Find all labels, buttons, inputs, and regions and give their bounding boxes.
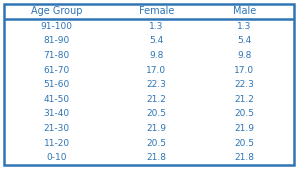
Text: 21.9: 21.9: [146, 124, 167, 133]
Text: 21.9: 21.9: [234, 124, 254, 133]
Text: 71-80: 71-80: [44, 51, 70, 60]
Text: 20.5: 20.5: [146, 109, 167, 118]
Text: Male: Male: [233, 6, 256, 17]
Text: 21.8: 21.8: [234, 153, 254, 162]
Text: 21.8: 21.8: [146, 153, 167, 162]
Text: 0-10: 0-10: [46, 153, 67, 162]
Text: 9.8: 9.8: [237, 51, 252, 60]
Text: 5.4: 5.4: [149, 36, 164, 45]
Text: 61-70: 61-70: [44, 66, 70, 75]
Text: 1.3: 1.3: [149, 22, 164, 31]
Text: 20.5: 20.5: [234, 109, 254, 118]
Text: 31-40: 31-40: [44, 109, 70, 118]
Text: 17.0: 17.0: [234, 66, 254, 75]
Text: 21.2: 21.2: [235, 95, 254, 104]
Text: 51-60: 51-60: [44, 80, 70, 89]
Text: 11-20: 11-20: [44, 139, 70, 148]
Text: 17.0: 17.0: [146, 66, 167, 75]
Text: 81-90: 81-90: [44, 36, 70, 45]
Text: 20.5: 20.5: [146, 139, 167, 148]
Text: 9.8: 9.8: [149, 51, 164, 60]
Text: 21-30: 21-30: [44, 124, 70, 133]
Text: 1.3: 1.3: [237, 22, 252, 31]
Text: 20.5: 20.5: [234, 139, 254, 148]
Text: Female: Female: [139, 6, 174, 17]
Text: Age Group: Age Group: [31, 6, 82, 17]
Text: 22.3: 22.3: [235, 80, 254, 89]
Text: 41-50: 41-50: [44, 95, 70, 104]
Text: 91-100: 91-100: [41, 22, 73, 31]
Text: 5.4: 5.4: [237, 36, 252, 45]
Text: 22.3: 22.3: [147, 80, 166, 89]
Text: 21.2: 21.2: [147, 95, 166, 104]
